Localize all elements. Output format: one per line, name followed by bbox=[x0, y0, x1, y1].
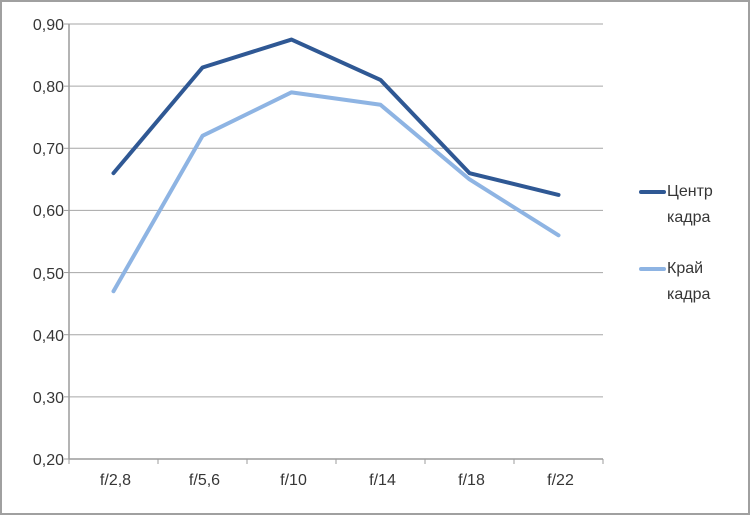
legend-label-center: Центр кадра bbox=[667, 183, 713, 226]
x-axis-label: f/10 bbox=[280, 472, 307, 489]
y-axis-label: 0,70 bbox=[32, 141, 64, 159]
legend-item-center[interactable]: Центр кадра bbox=[639, 179, 719, 231]
y-axis-label: 0,40 bbox=[32, 327, 64, 345]
x-axis-label: f/22 bbox=[547, 472, 574, 489]
legend-item-edge[interactable]: Край кадра bbox=[639, 256, 719, 308]
y-axis-label: 0,80 bbox=[32, 79, 64, 97]
legend-label-edge: Край кадра bbox=[667, 260, 711, 303]
x-axis-label: f/14 bbox=[369, 472, 396, 489]
series-line-edge[interactable] bbox=[111, 90, 561, 294]
x-axis-label: f/18 bbox=[458, 472, 485, 489]
x-axis-label: f/2,8 bbox=[99, 472, 132, 489]
y-axis-label: 0,60 bbox=[32, 203, 64, 221]
y-axis-label: 0,90 bbox=[32, 17, 64, 34]
x-axis-label: f/5,6 bbox=[188, 472, 221, 489]
y-axis-label: 0,50 bbox=[32, 265, 64, 283]
series-line-center[interactable] bbox=[111, 37, 561, 197]
legend: Центр кадра Край кадра bbox=[639, 179, 719, 308]
y-axis-label: 0,30 bbox=[32, 389, 64, 407]
series-center-line-marker bbox=[639, 190, 666, 194]
y-axis-label: 0,20 bbox=[32, 452, 64, 469]
series-edge-line-marker bbox=[639, 267, 666, 271]
